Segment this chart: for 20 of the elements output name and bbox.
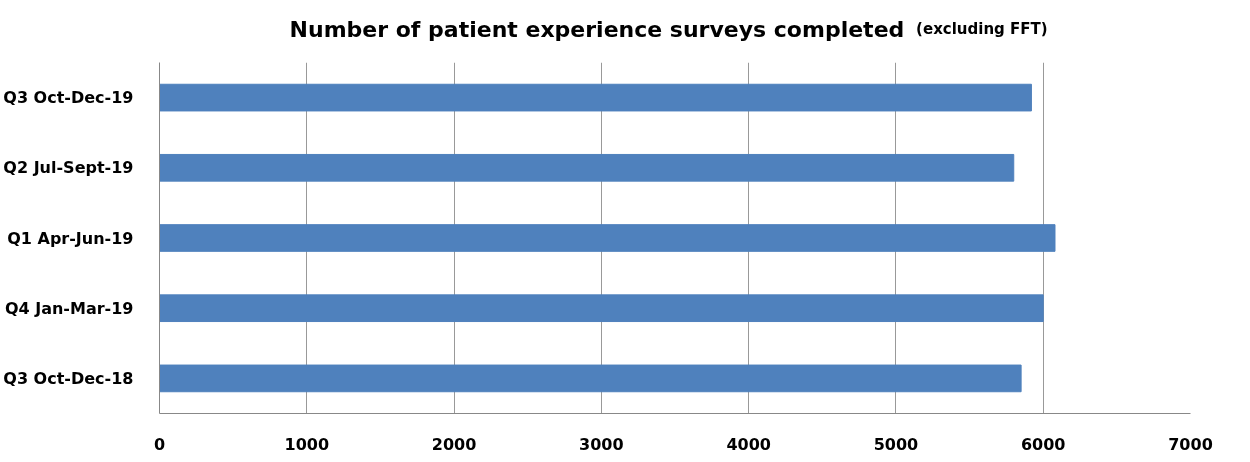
bar (159, 83, 1032, 112)
x-tick-label: 5000 (873, 434, 919, 454)
x-tick-label: 3000 (579, 434, 624, 454)
bar (159, 153, 1015, 182)
bar (159, 364, 1022, 393)
y-tick-label: Q3 Oct-Dec-18 (3, 368, 134, 388)
x-tick-label: 4000 (726, 434, 771, 454)
chart-title: Number of patient experience surveys completed (289, 16, 905, 42)
bar (159, 294, 1044, 323)
x-tick-label: 7000 (1168, 434, 1213, 454)
y-tick-label: Q1 Apr-Jun-19 (7, 228, 134, 248)
y-tick-label: Q2 Jul-Sept-19 (3, 158, 134, 178)
x-tick-label: 0 (153, 434, 166, 454)
bar (159, 224, 1056, 252)
y-tick-label: Q4 Jan-Mar-19 (4, 298, 134, 318)
x-tick-label: 6000 (1020, 434, 1066, 454)
x-tick-label: 1000 (284, 434, 330, 454)
y-tick-label: Q3 Oct-Dec-19 (3, 88, 134, 108)
x-tick-label: 2000 (431, 434, 477, 454)
chart-subtitle: (excluding FFT) (916, 20, 1048, 39)
